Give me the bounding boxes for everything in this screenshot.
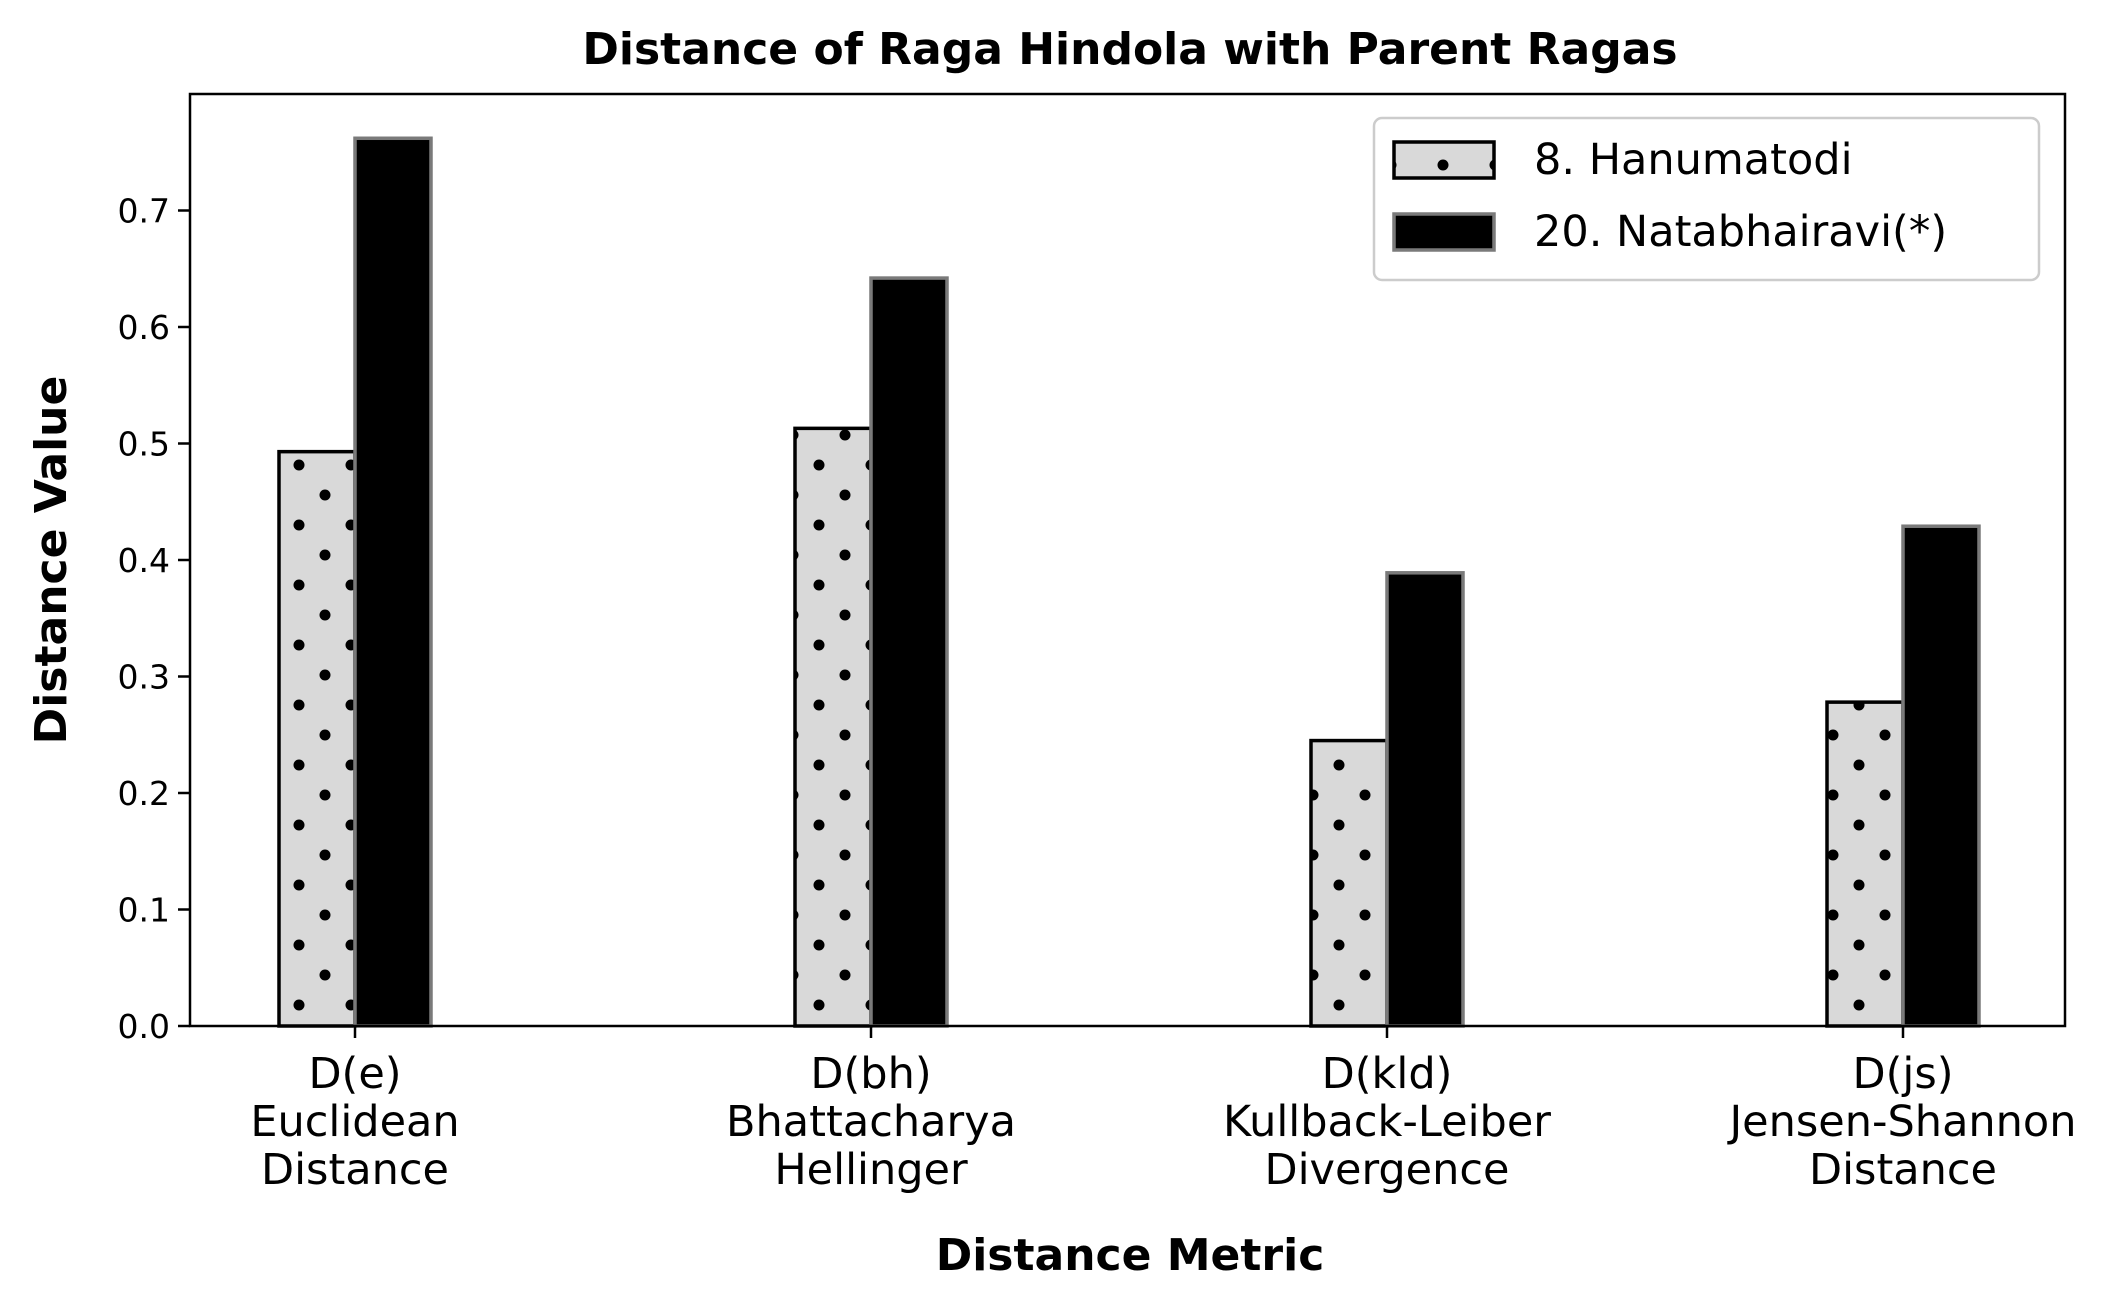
x-tick-label: Hellinger [774, 1145, 968, 1195]
bar-natabhairavi-4 [1901, 524, 1981, 1028]
x-tick-label: D(kld) [1322, 1049, 1453, 1099]
y-tick-label: 0.1 [118, 891, 170, 930]
legend-swatch [1392, 140, 1496, 180]
bar-hanumatodi-2 [793, 426, 873, 1028]
y-tick-label: 0.6 [118, 308, 170, 347]
y-tick-label: 0.3 [118, 658, 170, 697]
x-tick-label: Kullback-Leiber [1223, 1097, 1551, 1147]
plot-area [277, 136, 1981, 1028]
x-tick-label: D(e) [308, 1049, 401, 1099]
y-axis-label: Distance Value [26, 376, 77, 745]
x-tick-label: Jensen-Shannon [1727, 1097, 2077, 1147]
y-tick-label: 0.5 [118, 425, 170, 464]
bar-natabhairavi-3 [1385, 571, 1465, 1028]
bar-hanumatodi-3 [1309, 738, 1389, 1028]
x-tick-label: Divergence [1265, 1145, 1510, 1195]
x-tick-label: D(js) [1852, 1049, 1953, 1099]
x-axis: D(e)EuclideanDistanceD(bh)BhattacharyaHe… [250, 1026, 2076, 1195]
y-tick-label: 0.4 [118, 541, 170, 580]
x-tick-label: D(bh) [810, 1049, 931, 1099]
legend-label: 20. Natabhairavi(*) [1534, 207, 1947, 257]
y-axis: 0.0 0.1 0.2 0.3 0.4 0.5 0.6 0.7 [118, 192, 190, 1046]
legend-box [1372, 116, 2041, 282]
y-tick-label: 0.7 [118, 192, 170, 231]
y-tick-label: 0.2 [118, 774, 170, 813]
bar-natabhairavi-2 [869, 276, 949, 1028]
x-tick-label: Distance [1809, 1145, 1997, 1195]
y-tick-label: 0.0 [118, 1007, 170, 1046]
x-tick-label: Distance [261, 1145, 449, 1195]
chart-title: Distance of Raga Hindola with Parent Rag… [582, 24, 1677, 75]
bar-natabhairavi-1 [353, 136, 433, 1028]
legend-label: 8. Hanumatodi [1534, 135, 1853, 185]
x-axis-label: Distance Metric [936, 1230, 1325, 1281]
bar-hanumatodi-1 [277, 449, 357, 1028]
x-tick-label: Bhattacharya [726, 1097, 1016, 1147]
x-tick-label: Euclidean [250, 1097, 459, 1147]
legend: 8. Hanumatodi 20. Natabhairavi(*) [1372, 116, 2041, 282]
legend-swatch [1392, 212, 1496, 252]
bar-hanumatodi-4 [1825, 700, 1905, 1028]
